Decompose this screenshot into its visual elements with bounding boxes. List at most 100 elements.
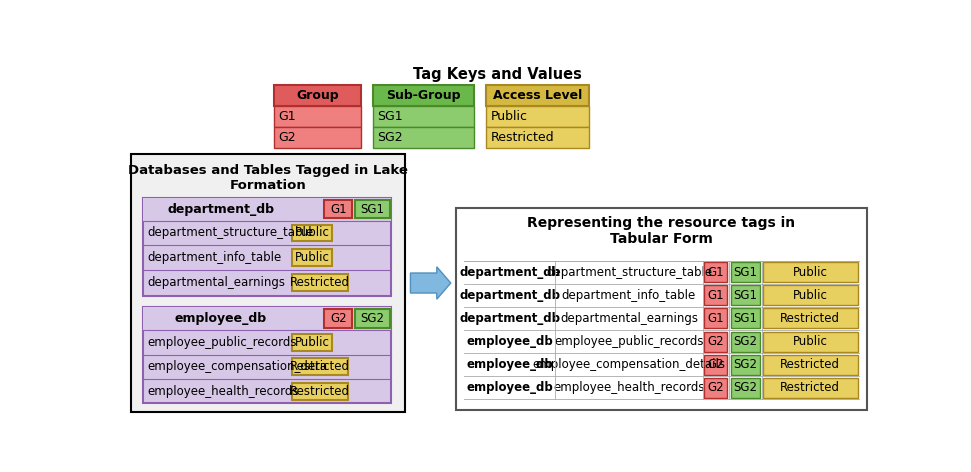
Text: SG2: SG2 [360, 312, 385, 325]
Bar [464, 307, 859, 330]
Bar [486, 126, 588, 147]
Text: employee_db: employee_db [466, 335, 553, 348]
Bar [730, 262, 760, 282]
Text: Restricted: Restricted [289, 385, 350, 398]
Bar [486, 106, 588, 126]
Bar [355, 200, 389, 219]
Bar [704, 262, 727, 282]
Bar [373, 85, 474, 106]
Bar [464, 284, 703, 307]
Bar [464, 307, 703, 330]
Bar [464, 353, 859, 376]
Bar [464, 261, 703, 284]
Text: Representing the resource tags in
Tabular Form: Representing the resource tags in Tabula… [527, 216, 795, 246]
Text: employee_db: employee_db [466, 358, 553, 371]
Bar [464, 376, 703, 399]
Text: department_structure_table: department_structure_table [546, 266, 712, 279]
Bar [464, 353, 703, 376]
Text: employee_public_records: employee_public_records [554, 335, 704, 348]
Bar [704, 378, 727, 398]
Bar [704, 286, 727, 305]
Text: department_structure_table: department_structure_table [148, 227, 314, 239]
Bar [143, 307, 391, 403]
Text: Restricted: Restricted [289, 276, 350, 289]
Text: employee_health_records: employee_health_records [148, 385, 299, 398]
Bar [763, 262, 857, 282]
Bar [292, 225, 332, 242]
Text: Restricted: Restricted [781, 381, 840, 394]
Text: Databases and Tables Tagged in Lake
Formation: Databases and Tables Tagged in Lake Form… [128, 164, 408, 192]
Bar [324, 309, 352, 328]
Text: SG1: SG1 [377, 110, 403, 123]
Text: department_info_table: department_info_table [562, 289, 696, 302]
Bar [704, 308, 727, 329]
Text: Public: Public [793, 289, 828, 302]
Text: employee_compensation_deta: employee_compensation_deta [148, 361, 328, 373]
Bar [456, 208, 867, 410]
Bar [292, 358, 348, 375]
Bar [373, 126, 474, 147]
Bar [763, 308, 857, 329]
Text: department_info_table: department_info_table [148, 251, 282, 264]
Bar [143, 198, 391, 296]
Text: employee_db: employee_db [466, 381, 553, 394]
Bar [143, 307, 391, 330]
Text: Restricted: Restricted [781, 312, 840, 325]
Bar [763, 331, 857, 352]
Text: G2: G2 [708, 381, 724, 394]
Bar [730, 331, 760, 352]
Bar [131, 154, 405, 413]
Bar [730, 308, 760, 329]
Bar [730, 354, 760, 375]
Text: department_db: department_db [167, 202, 274, 216]
Text: Public: Public [793, 335, 828, 348]
Text: G2: G2 [708, 335, 724, 348]
Text: Restricted: Restricted [289, 361, 350, 373]
Bar [274, 126, 361, 147]
Text: G2: G2 [330, 312, 347, 325]
Text: employee_db: employee_db [175, 312, 267, 325]
Text: Access Level: Access Level [493, 89, 583, 102]
Bar [730, 378, 760, 398]
Text: G2: G2 [708, 358, 724, 371]
Bar [464, 330, 859, 353]
Text: G1: G1 [708, 266, 724, 279]
Text: SG1: SG1 [733, 312, 757, 325]
Bar [355, 309, 389, 328]
Text: Public: Public [793, 266, 828, 279]
Bar [464, 261, 859, 284]
Text: SG1: SG1 [733, 266, 757, 279]
FancyArrow shape [411, 267, 451, 299]
Bar [486, 85, 588, 106]
Text: SG2: SG2 [733, 358, 757, 371]
Bar [730, 286, 760, 305]
Text: G1: G1 [278, 110, 295, 123]
Text: SG2: SG2 [733, 335, 757, 348]
Text: G1: G1 [708, 289, 724, 302]
Text: departmental_earnings: departmental_earnings [560, 312, 698, 325]
Bar [274, 85, 361, 106]
Text: department_db: department_db [459, 266, 560, 279]
Text: departmental_earnings: departmental_earnings [148, 276, 285, 289]
Bar [292, 383, 348, 400]
Text: G1: G1 [330, 202, 347, 216]
Bar [373, 106, 474, 126]
Text: G2: G2 [278, 131, 295, 143]
Text: Public: Public [294, 227, 329, 239]
Bar [292, 334, 332, 351]
Text: employee_compensation_details: employee_compensation_details [532, 358, 725, 371]
Text: SG2: SG2 [733, 381, 757, 394]
Bar [464, 284, 859, 307]
Bar [464, 376, 859, 399]
Bar [704, 354, 727, 375]
Text: Public: Public [294, 251, 329, 264]
Text: Restricted: Restricted [781, 358, 840, 371]
Text: Restricted: Restricted [490, 131, 553, 143]
Text: SG1: SG1 [733, 289, 757, 302]
Bar [763, 286, 857, 305]
Text: G1: G1 [708, 312, 724, 325]
Text: department_db: department_db [459, 312, 560, 325]
Bar [292, 249, 332, 266]
Text: employee_health_records: employee_health_records [553, 381, 705, 394]
Bar [143, 198, 391, 220]
